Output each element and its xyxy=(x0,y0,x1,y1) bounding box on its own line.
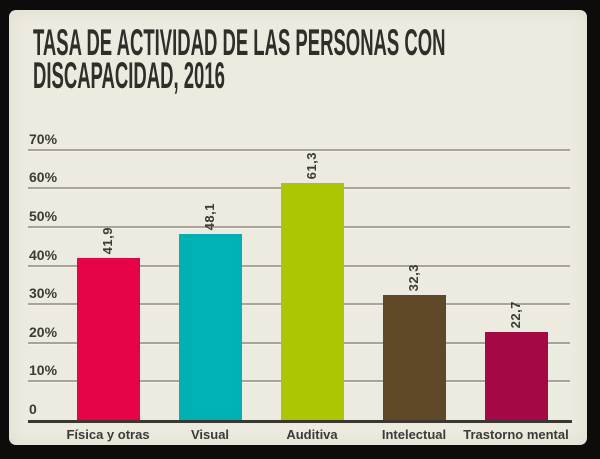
bar-value-label: 61,3 xyxy=(304,151,319,179)
bar xyxy=(280,183,344,420)
y-axis-tick-label: 40% xyxy=(29,246,58,263)
y-axis-tick-label: 50% xyxy=(29,208,58,224)
x-axis-category-label: Auditiva xyxy=(286,427,338,442)
y-axis-tick-label: 0 xyxy=(29,401,37,417)
x-axis-category-label: Trastorno mental xyxy=(463,427,569,442)
y-gridline xyxy=(28,148,570,152)
x-axis-line xyxy=(28,420,572,423)
bar-value-label: 41,9 xyxy=(100,226,115,254)
bar-chart: 0 10% 20% 30% 40% 50% 60% 70% 41,9 Física y otras… xyxy=(9,10,587,445)
y-axis-tick-label: 20% xyxy=(29,323,58,340)
bar xyxy=(76,258,140,420)
bar xyxy=(484,332,548,420)
x-axis-category-label: Visual xyxy=(190,427,230,442)
y-axis-tick-label: 10% xyxy=(29,362,58,379)
x-axis-category-label: Física y otras xyxy=(66,427,150,442)
y-axis-tick-label: 30% xyxy=(29,285,58,302)
bar-value-label: 48,1 xyxy=(202,202,217,230)
chart-title-line1: TASA DE ACTIVIDAD DE LAS PERSONAS CON xyxy=(33,22,446,63)
bar-value-label: 32,3 xyxy=(406,263,421,291)
bar-value-label: 22,7 xyxy=(508,300,523,328)
x-axis-category-label: Intelectual xyxy=(381,427,447,442)
chart-panel: TASA DE ACTIVIDAD DE LAS PERSONAS CON DI… xyxy=(9,10,587,445)
bar xyxy=(382,295,446,420)
chart-title: TASA DE ACTIVIDAD DE LAS PERSONAS CON DI… xyxy=(33,22,446,96)
y-axis-tick-label: 70% xyxy=(29,130,58,147)
chart-title-line2: DISCAPACIDAD, 2016 xyxy=(33,55,225,96)
y-axis-tick-label: 60% xyxy=(29,169,58,186)
bar xyxy=(178,234,242,420)
